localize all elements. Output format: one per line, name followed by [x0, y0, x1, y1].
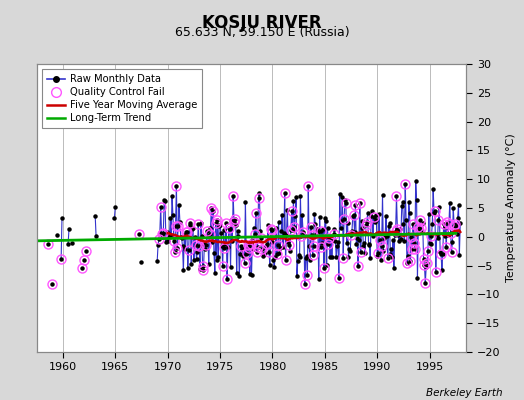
Text: 65.633 N, 59.150 E (Russia): 65.633 N, 59.150 E (Russia) [174, 26, 350, 39]
Text: Berkeley Earth: Berkeley Earth [427, 388, 503, 398]
Y-axis label: Temperature Anomaly (°C): Temperature Anomaly (°C) [506, 134, 516, 282]
Legend: Raw Monthly Data, Quality Control Fail, Five Year Moving Average, Long-Term Tren: Raw Monthly Data, Quality Control Fail, … [42, 69, 202, 128]
Text: KOSJU RIVER: KOSJU RIVER [202, 14, 322, 32]
